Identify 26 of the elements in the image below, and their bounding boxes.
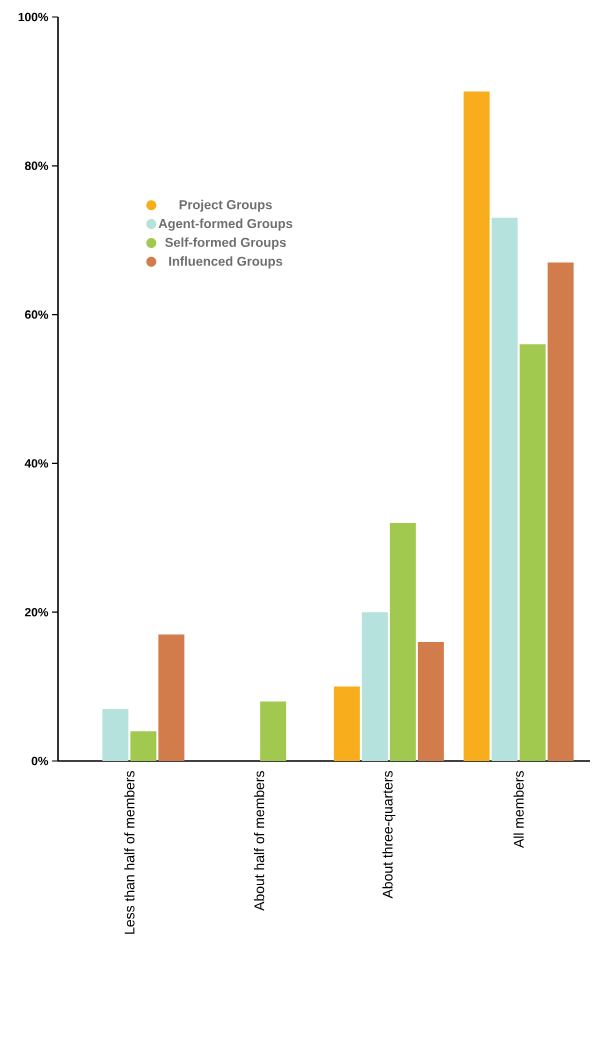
bar — [389, 522, 416, 761]
y-tick-label: 100% — [18, 12, 49, 22]
y-tick-label: 60% — [24, 310, 49, 319]
x-tick-label: About three-quarters — [382, 771, 396, 899]
y-tick-label: 40% — [24, 459, 49, 468]
x-tick-label: About half of members — [254, 771, 265, 911]
legend-label: Influenced Groups — [169, 256, 283, 269]
bar — [417, 641, 444, 761]
bar — [130, 731, 157, 761]
bar — [547, 262, 574, 761]
x-tick-label: Less than half of members — [124, 771, 135, 934]
bar — [260, 701, 287, 761]
bar — [333, 686, 360, 761]
y-tick-label: 80% — [24, 161, 49, 171]
bar — [519, 344, 546, 761]
bar — [158, 634, 185, 761]
legend-label: Project Groups — [179, 199, 272, 212]
bar — [361, 612, 388, 761]
legend-label: Agent-formed Groups — [158, 218, 293, 231]
x-tick-label: All members — [513, 771, 524, 848]
legend-label: Self-formed Groups — [165, 237, 286, 250]
y-tick-label: 0% — [31, 756, 49, 766]
bar — [463, 91, 490, 761]
y-tick-label: 20% — [24, 607, 49, 617]
bar — [491, 217, 518, 761]
bar — [102, 708, 129, 761]
